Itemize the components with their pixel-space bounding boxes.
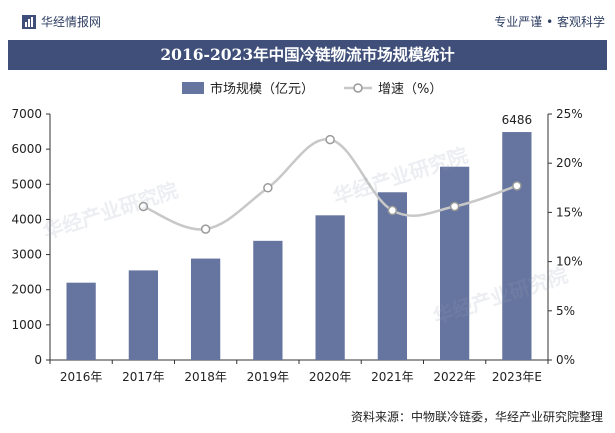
axes: 0 1000 2000 3000 4000 5000 6000 7000 0% 5% 10% 15% 2… [11, 107, 582, 384]
legend: 市场规模（亿元） 增速（%） [182, 81, 442, 97]
x-tick-label: 2017年 [122, 370, 165, 384]
chart-title: 2016-2023年中国冷链物流市场规模统计 [8, 40, 607, 70]
legend-line-label: 增速（%） [378, 82, 442, 97]
brand: 华经情报网 [22, 13, 101, 30]
bar [439, 166, 470, 360]
brand-logo-icon [22, 14, 36, 29]
bar [502, 132, 532, 360]
x-tick-label: 2018年 [184, 370, 227, 384]
y-right-tick-label: 15% [556, 205, 583, 219]
legend-bar-label: 市场规模（亿元） [210, 81, 314, 97]
growth-point [325, 134, 335, 145]
x-tick-label: 2023年E [492, 370, 542, 384]
bar [377, 192, 408, 360]
y-left-tick-label: 4000 [11, 212, 42, 226]
bar [66, 282, 96, 360]
y-left-tick-label: 6000 [11, 142, 42, 156]
bars [66, 132, 532, 360]
legend-line-marker [353, 83, 363, 93]
y-right-tick-label: 5% [556, 304, 575, 318]
bar [253, 240, 283, 360]
x-tick-label: 2019年 [247, 370, 290, 384]
data-label: 6486 [502, 113, 533, 127]
growth-point [449, 201, 460, 212]
bar [128, 270, 159, 360]
brand-name: 华经情报网 [41, 15, 102, 29]
growth-point [263, 183, 273, 193]
x-tick-label: 2022年 [433, 370, 476, 384]
y-left-tick-label: 7000 [11, 107, 42, 121]
tagline: 专业严谨 • 客观科学 [494, 15, 605, 29]
growth-point [387, 205, 398, 216]
y-right-tick-label: 20% [556, 156, 583, 170]
y-left-tick-label: 3000 [11, 248, 42, 262]
legend-bar-swatch [182, 82, 204, 94]
y-right-tick-label: 0% [556, 353, 575, 367]
y-right-tick-label: 10% [556, 255, 583, 269]
data-labels: 6486 [502, 113, 533, 127]
bar [190, 258, 221, 360]
growth-point [512, 181, 522, 191]
header-bar: 华经情报网 专业严谨 • 客观科学 [0, 0, 615, 36]
source-note: 资料来源：中物联冷链委，华经产业研究院整理 [350, 410, 603, 424]
y-right-tick-label: 25% [556, 107, 583, 121]
bar [315, 215, 345, 360]
x-tick-label: 2016年 [60, 370, 103, 384]
growth-point [200, 224, 211, 234]
x-tick-label: 2021年 [371, 370, 414, 384]
growth-point [138, 201, 149, 212]
y-left-tick-label: 5000 [11, 177, 42, 191]
x-tick-label: 2020年 [309, 370, 352, 384]
growth-line [138, 134, 522, 234]
y-left-tick-label: 2000 [11, 283, 42, 297]
y-left-tick-label: 1000 [11, 318, 42, 332]
y-left-tick-label: 0 [34, 353, 42, 367]
